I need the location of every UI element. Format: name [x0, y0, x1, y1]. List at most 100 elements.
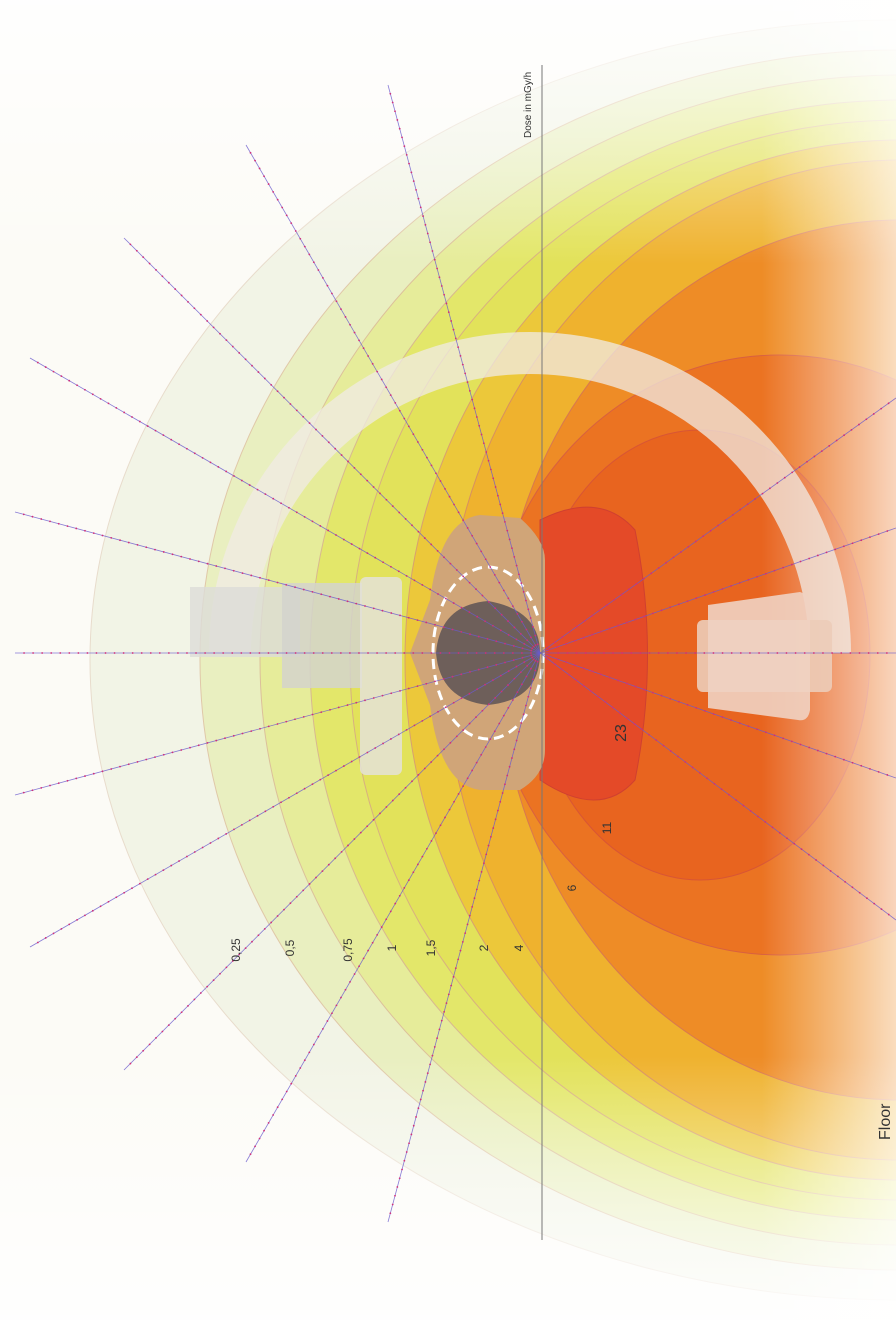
ray-dot	[162, 551, 165, 553]
ray-dot	[475, 542, 478, 545]
ray-dot	[747, 725, 750, 728]
ray-dot	[171, 751, 174, 754]
ray-dot	[60, 375, 63, 378]
ray-dot	[482, 442, 485, 445]
ray-dot	[303, 515, 306, 518]
ray-dot	[353, 838, 356, 840]
ray-dot	[399, 614, 401, 617]
ray-dot	[119, 539, 121, 542]
ray-dot	[521, 620, 523, 623]
ray-dot	[367, 355, 370, 357]
ray-dot	[40, 518, 43, 520]
ray-dot	[412, 1124, 415, 1127]
ray-dot	[371, 941, 374, 944]
ray-dot	[285, 652, 288, 654]
ray-dot	[504, 661, 506, 664]
ray-dot	[426, 1072, 429, 1075]
ray-dot	[359, 831, 362, 834]
ray-dot	[44, 937, 47, 939]
ray-dot	[76, 384, 78, 387]
ray-dot	[473, 407, 476, 410]
ray-dot	[557, 652, 560, 654]
ray-dot	[443, 1011, 446, 1013]
ray-dot	[417, 197, 420, 200]
ray-dot	[812, 652, 815, 654]
ray-dot	[155, 269, 157, 271]
ray-dot	[858, 423, 860, 426]
ray-dot	[866, 897, 868, 900]
ray-dot	[50, 652, 53, 654]
ray-dot	[186, 652, 188, 654]
ray-dot	[374, 556, 377, 559]
ray-dot	[621, 652, 624, 654]
ray-dot	[573, 664, 576, 667]
ray-dot	[434, 623, 436, 626]
ray-dot	[495, 663, 498, 666]
ray-dot	[516, 613, 519, 615]
contour-label: 1	[385, 944, 399, 951]
ray-dot	[225, 470, 228, 473]
ray-dot	[350, 760, 353, 763]
ray-dot	[469, 633, 471, 636]
ray-dot	[686, 600, 689, 603]
ray	[387, 84, 541, 654]
ray-dot	[738, 722, 741, 725]
ray-dot	[617, 624, 620, 627]
ray-dot	[430, 464, 433, 467]
ray-dot	[453, 800, 455, 803]
ray-dot	[421, 719, 424, 722]
ray-dot	[371, 362, 374, 365]
ray-dot	[660, 694, 663, 697]
ray-dot	[704, 594, 706, 596]
ray-dot	[657, 567, 660, 569]
ray-dot	[329, 708, 331, 711]
ray-dot	[294, 230, 297, 232]
ray-dot	[430, 840, 433, 842]
ray-dot	[267, 579, 270, 582]
ray	[539, 652, 896, 921]
ray-dot	[290, 222, 293, 225]
ray-dot	[366, 751, 369, 754]
ray-dot	[526, 639, 529, 642]
ray-dot	[258, 652, 261, 654]
ray-dot	[877, 771, 880, 773]
contour-label: 1,5	[424, 939, 438, 956]
ray-dot	[189, 746, 191, 749]
ray-dot	[568, 630, 571, 633]
ray-dot	[415, 1116, 417, 1118]
ray-dot	[599, 673, 602, 676]
ray-dot	[504, 783, 506, 786]
ray-dot	[195, 652, 197, 654]
ray-dot	[438, 1028, 441, 1031]
ray-dot	[582, 684, 585, 687]
ray-dot	[346, 704, 349, 706]
ray-dot	[408, 162, 410, 165]
ray	[123, 237, 541, 654]
ray-dot	[468, 692, 471, 695]
ray-dot	[411, 780, 413, 783]
ray-dot	[285, 1090, 288, 1093]
ray-dot	[311, 713, 314, 716]
ray-dot	[294, 718, 296, 721]
ray-dot	[251, 940, 253, 943]
ray-dot	[475, 761, 478, 764]
ray-dot	[206, 985, 209, 988]
ray-dot	[556, 646, 559, 648]
ray-dot	[412, 180, 415, 183]
ray-dot	[676, 652, 678, 654]
ray-dot	[254, 1145, 256, 1148]
ray-dot	[372, 818, 375, 821]
ray-dot	[520, 652, 523, 654]
ray-dot	[276, 581, 279, 584]
ray-dot	[573, 639, 576, 642]
contour-label: 11	[600, 821, 614, 834]
ray-dot	[240, 823, 243, 826]
ray-dot	[803, 652, 806, 654]
ray-dot	[154, 429, 157, 432]
ray-dot	[808, 746, 811, 749]
ray-dot	[136, 544, 139, 546]
ray-dot	[335, 534, 337, 536]
ray-dot	[694, 540, 697, 543]
ray-dot	[561, 636, 564, 638]
